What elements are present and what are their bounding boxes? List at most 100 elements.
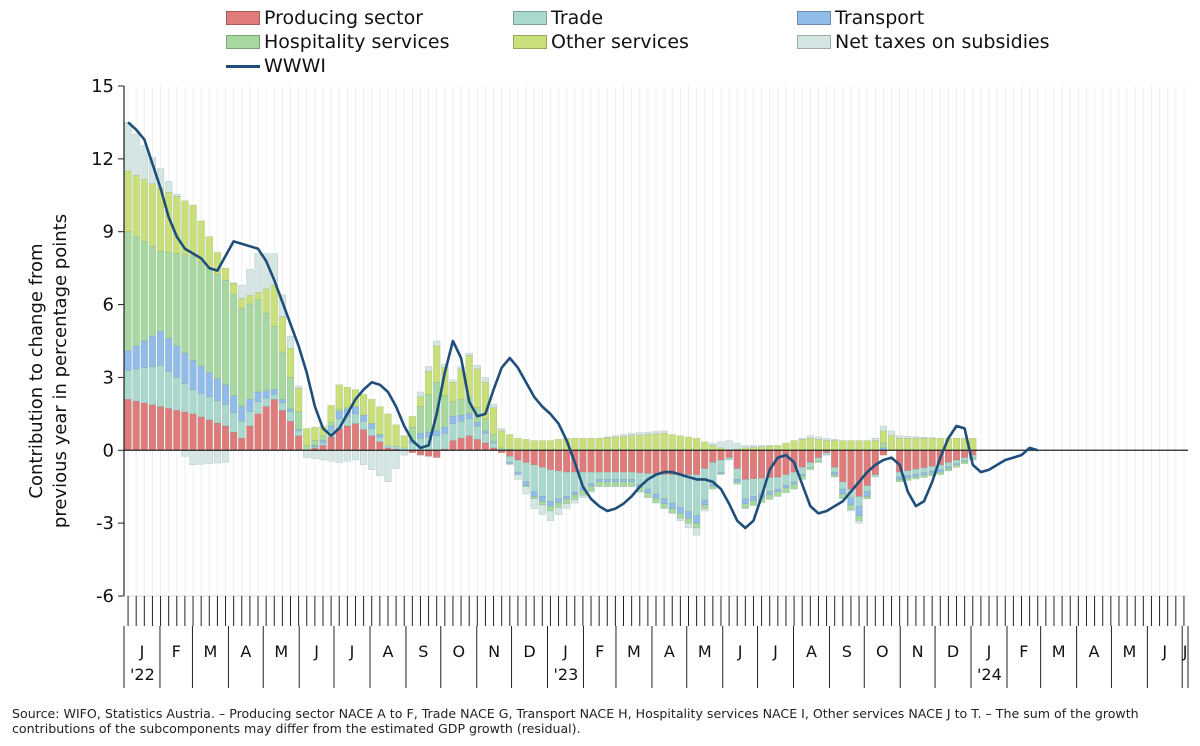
bar-segment: [311, 440, 319, 446]
bar-segment: [684, 450, 693, 475]
bar-segment: [839, 440, 847, 451]
x-month-label: A: [806, 642, 817, 661]
bar-segment: [912, 476, 920, 480]
bar-segment: [473, 425, 481, 440]
bar-segment: [286, 411, 295, 422]
legend: Producing sector Trade Transport Hospita…: [226, 6, 1126, 78]
y-tick-label: 12: [91, 149, 114, 170]
bar-segment: [806, 467, 814, 470]
bar-segment: [766, 491, 774, 495]
bar-segment: [871, 437, 879, 441]
bar-segment: [416, 406, 425, 434]
bar-segment: [692, 474, 701, 517]
bar-segment: [376, 436, 384, 442]
bar-segment: [644, 492, 652, 498]
bar-segment: [278, 351, 286, 400]
bar-segment: [595, 481, 603, 487]
bar-segment: [668, 474, 676, 504]
bar-segment: [936, 437, 944, 451]
bar-segment: [327, 436, 335, 451]
bar-segment: [416, 396, 425, 407]
bar-segment: [920, 437, 928, 451]
bar-segment: [197, 416, 205, 451]
y-axis-title-line1: Contribution to change from: [26, 243, 47, 498]
bar-segment: [278, 410, 286, 451]
bar-segment: [286, 408, 295, 412]
bar-segment: [181, 450, 189, 457]
bar-segment: [571, 494, 579, 500]
y-axis-title-line2: previous year in percentage points: [50, 214, 71, 528]
bar-segment: [189, 204, 197, 257]
bar-segment: [165, 371, 173, 409]
x-month-label: F: [595, 642, 604, 661]
bar-segment: [806, 450, 814, 463]
bar-segment: [522, 450, 530, 463]
bar-segment: [798, 439, 806, 451]
wwwi-line: [127, 121, 1039, 530]
x-month-label: A: [240, 642, 251, 661]
bar-segment: [286, 420, 295, 451]
bar-segment: [676, 513, 684, 519]
bar-segment: [473, 439, 481, 451]
bar-segment: [782, 485, 790, 489]
bar-segment: [408, 416, 416, 428]
x-month-label: D: [523, 642, 535, 661]
bar-segment: [213, 400, 222, 424]
bar-segment: [709, 486, 717, 490]
bar-segment: [652, 433, 660, 451]
bar-segment: [246, 411, 254, 427]
bar-segment: [652, 450, 660, 475]
bar-segment: [173, 193, 181, 197]
legend-item-trade: Trade: [513, 6, 603, 30]
bar-segment: [595, 450, 603, 473]
bar-segment: [587, 483, 595, 487]
bar-segment: [904, 470, 912, 476]
legend-item-producing-sector: Producing sector: [226, 6, 423, 30]
bar-segment: [286, 335, 295, 349]
bar-segment: [814, 439, 823, 451]
bar-segment: [319, 450, 327, 461]
legend-item-other-services: Other services: [513, 30, 689, 54]
bar-segment: [489, 403, 498, 408]
bar-segment: [798, 467, 806, 475]
bar-segment: [189, 360, 197, 390]
bar-segment: [165, 408, 173, 451]
bar-segment: [213, 422, 222, 451]
bar-segment: [424, 366, 433, 372]
bar-segment: [546, 505, 555, 512]
legend-label: WWWI: [264, 55, 326, 77]
bar-segment: [774, 476, 782, 490]
bar-segment: [912, 436, 920, 439]
legend-swatch: [226, 11, 260, 25]
bar-segment: [806, 435, 814, 439]
bar-segment: [498, 430, 506, 449]
bar-segment: [961, 457, 969, 461]
bar-segment: [221, 280, 230, 385]
bar-segment: [132, 175, 140, 237]
bar-segment: [952, 450, 961, 461]
bar-segment: [238, 437, 246, 451]
bar-segment: [473, 422, 481, 427]
bar-segment: [197, 261, 205, 367]
bar-segment: [684, 511, 693, 519]
x-month-label: J: [313, 642, 319, 661]
bar-segment: [270, 394, 278, 400]
bar-segment: [489, 434, 498, 442]
bar-segment: [416, 450, 425, 456]
bar-segment: [896, 437, 904, 451]
bar-segment: [449, 440, 457, 451]
x-month-label: S: [842, 642, 852, 661]
x-month-label: J: [1182, 642, 1188, 661]
bar-segment: [871, 440, 879, 451]
bar-segment: [855, 496, 863, 507]
bar-segment: [327, 422, 335, 427]
bar-segment: [506, 456, 514, 463]
bar-segment: [368, 450, 376, 470]
bar-segment: [546, 450, 555, 470]
bar-segment: [189, 255, 197, 361]
bar-segment: [514, 450, 522, 461]
bar-segment: [944, 466, 953, 469]
bar-segment: [173, 196, 181, 254]
bar-segment: [636, 434, 644, 451]
